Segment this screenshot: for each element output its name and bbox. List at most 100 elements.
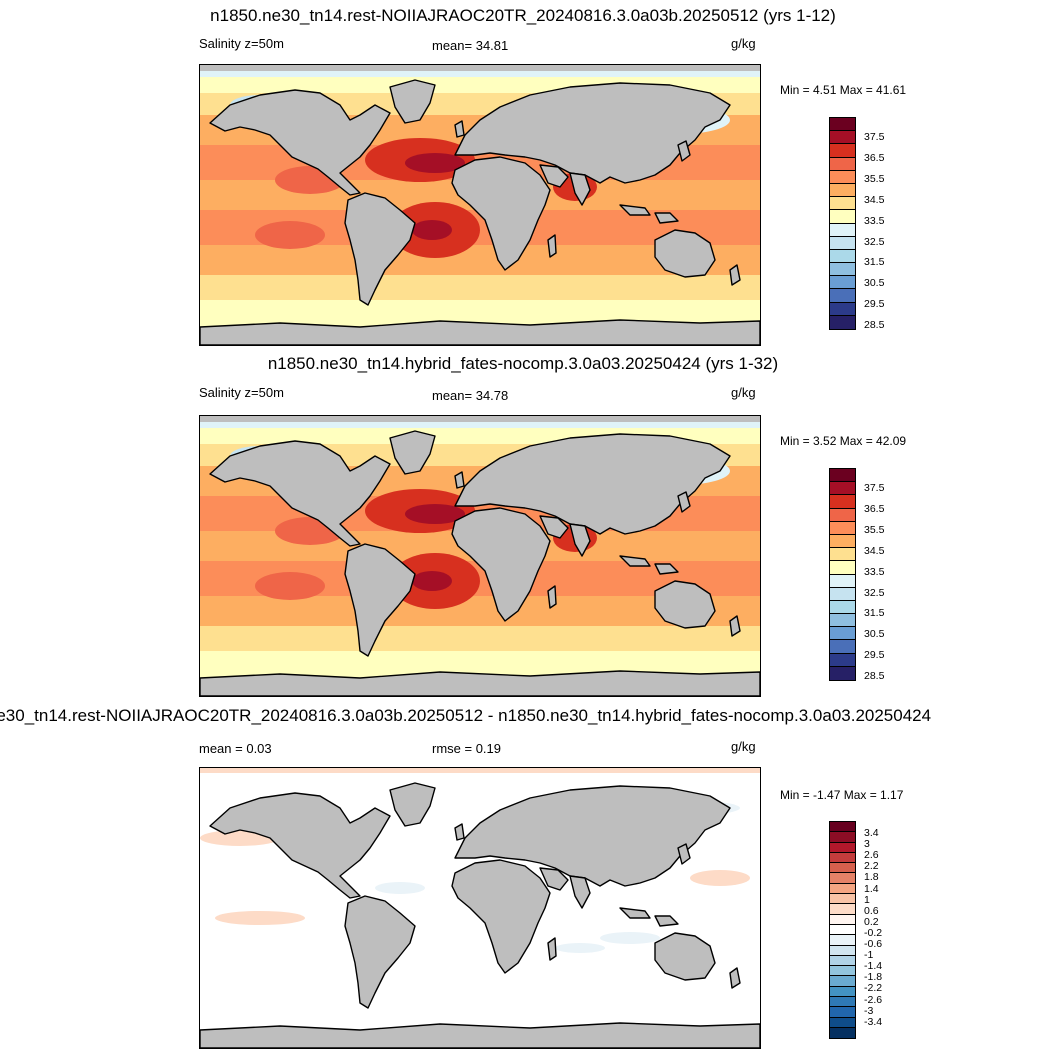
colorbar-swatch xyxy=(830,131,855,145)
colorbar-tick-label: -3 xyxy=(864,1004,874,1017)
colorbar-swatch xyxy=(830,495,855,509)
colorbar-tick-label: 30.5 xyxy=(864,277,885,290)
land-mass xyxy=(389,430,436,475)
colorbar xyxy=(829,468,856,682)
colorbar-swatch xyxy=(830,482,855,496)
colorbar-swatch xyxy=(830,600,855,615)
difference-region xyxy=(690,870,750,886)
salinity-map xyxy=(199,64,761,346)
colorbar-tick-label: 28.5 xyxy=(864,319,885,332)
land-mass xyxy=(654,563,679,575)
colorbar-tick-label: -0.6 xyxy=(864,938,883,950)
colorbar-swatch xyxy=(830,852,855,864)
arctic-mask xyxy=(200,65,760,71)
colorbar-tick-label: 30.5 xyxy=(864,628,885,641)
land-mass xyxy=(454,82,731,184)
colorbar-swatch xyxy=(830,966,855,977)
land-mass xyxy=(677,491,691,513)
land-mass xyxy=(209,792,391,899)
colorbar-tick-label: 35.5 xyxy=(864,523,885,536)
colorbar-swatch xyxy=(830,614,855,628)
colorbar-swatch xyxy=(830,315,855,329)
salinity-region xyxy=(405,504,465,524)
difference-region xyxy=(215,911,305,925)
colorbar-tick-label: 33.5 xyxy=(864,214,885,227)
colorbar-swatch xyxy=(830,914,855,925)
colorbar-tick-label: -2.2 xyxy=(864,982,883,995)
units-label: g/kg xyxy=(731,385,756,400)
land-mass xyxy=(677,140,691,162)
salinity-region xyxy=(405,153,465,173)
colorbar-swatch xyxy=(830,118,855,132)
colorbar-swatch xyxy=(830,289,855,303)
colorbar-tick-label: 34.5 xyxy=(864,544,885,557)
colorbar-tick-label: 1.8 xyxy=(864,871,879,884)
colorbar-swatch xyxy=(830,548,855,562)
colorbar-swatch xyxy=(830,469,855,483)
land-mass xyxy=(454,471,465,489)
panel-title: n1850.ne30_tn14.hybrid_fates-nocomp.3.0a… xyxy=(267,354,779,373)
land-mass xyxy=(547,937,557,961)
salinity-region xyxy=(412,571,452,591)
colorbar-swatch xyxy=(830,842,855,853)
colorbar-tick-label: -1.8 xyxy=(864,971,883,984)
colorbar-swatch xyxy=(830,1017,855,1028)
land-mass xyxy=(451,507,551,622)
land-mass xyxy=(729,615,741,637)
colorbar-swatch xyxy=(830,223,855,237)
salinity-map xyxy=(199,415,761,697)
colorbar xyxy=(829,821,856,1040)
colorbar-swatch xyxy=(830,666,855,680)
land-mass xyxy=(389,782,436,827)
salinity-region xyxy=(255,221,325,249)
colorbar-swatch xyxy=(830,236,855,250)
salinity-band xyxy=(200,626,760,651)
land-mass xyxy=(547,585,557,609)
mean-label: mean = 0.03 xyxy=(199,741,272,756)
colorbar-tick-label: 36.5 xyxy=(864,151,885,164)
land-mass xyxy=(539,515,569,539)
land-mass xyxy=(654,229,716,278)
difference-region xyxy=(600,932,660,944)
colorbar-swatch xyxy=(830,183,855,198)
panel-title: n1850.ne30_tn14.rest-NOIIAJRAOC20TR_2024… xyxy=(0,706,1046,726)
colorbar-tick-label: 29.5 xyxy=(864,298,885,311)
colorbar-tick-label: 37.5 xyxy=(864,482,885,494)
colorbar-swatch xyxy=(830,640,855,654)
colorbar-tick-label: 2.6 xyxy=(864,849,879,862)
land-mass xyxy=(539,867,569,891)
land-mass xyxy=(619,555,651,567)
colorbar-tick-label: 37.5 xyxy=(864,131,885,143)
colorbar-swatch xyxy=(830,1027,855,1039)
difference-region xyxy=(555,943,605,953)
colorbar-tick-label: 33.5 xyxy=(864,565,885,578)
colorbar-tick-label: 1 xyxy=(864,893,870,906)
land-mass xyxy=(654,915,679,927)
min-max-label: Min = 4.51 Max = 41.61 xyxy=(780,83,907,97)
land-mass xyxy=(654,932,716,981)
colorbar-swatch xyxy=(830,302,855,316)
land-mass xyxy=(654,580,716,629)
colorbar-tick-label: -3.4 xyxy=(864,1015,883,1028)
colorbar-swatch xyxy=(830,627,855,641)
colorbar-tick-label: 1.4 xyxy=(864,882,879,895)
colorbar-swatch xyxy=(830,144,855,158)
colorbar-tick-label: 3 xyxy=(864,838,870,851)
colorbar-swatch xyxy=(830,653,855,667)
land-mass xyxy=(619,907,651,919)
colorbar-swatch xyxy=(830,955,855,967)
land-mass xyxy=(539,164,569,188)
colorbar-tick-label: -1.4 xyxy=(864,960,883,973)
variable-label: Salinity z=50m xyxy=(199,385,284,400)
land-mass xyxy=(547,234,557,258)
land-mass xyxy=(454,120,465,138)
colorbar-swatch xyxy=(830,945,855,956)
colorbar-swatch xyxy=(830,534,855,549)
difference-region xyxy=(375,882,425,894)
colorbar-swatch xyxy=(830,822,855,833)
land-mass xyxy=(569,172,591,206)
land-mass xyxy=(454,823,465,841)
min-max-label: Min = -1.47 Max = 1.17 xyxy=(780,788,904,802)
colorbar-swatch xyxy=(830,873,855,884)
land-mass xyxy=(200,1022,760,1048)
